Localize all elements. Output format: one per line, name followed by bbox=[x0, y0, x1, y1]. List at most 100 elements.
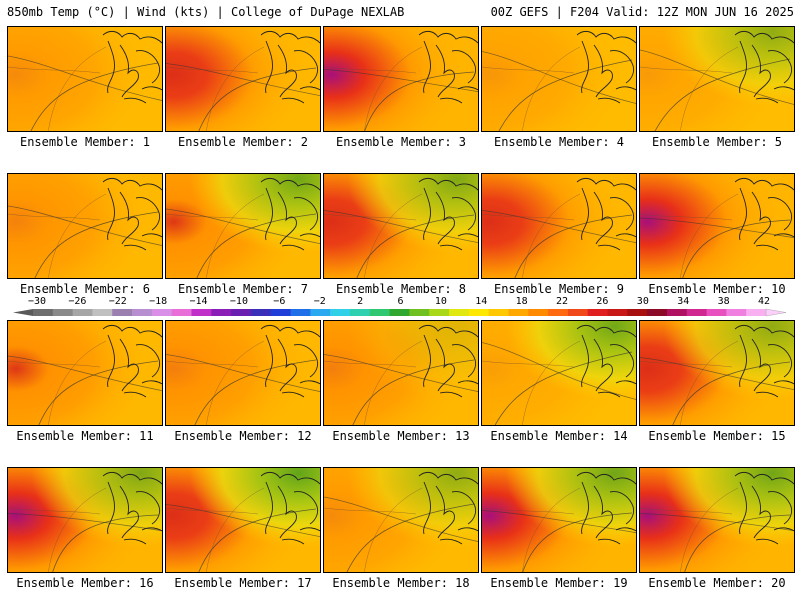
height-contour bbox=[198, 508, 317, 572]
height-contour bbox=[324, 496, 478, 542]
height-contour bbox=[30, 62, 159, 131]
ensemble-member-map bbox=[481, 173, 637, 279]
great-lakes-outline bbox=[260, 30, 320, 104]
state-border bbox=[48, 340, 107, 425]
height-contour bbox=[166, 354, 320, 392]
ensemble-member-map bbox=[323, 320, 479, 426]
ensemble-member-label: Ensemble Member: 4 bbox=[493, 135, 625, 149]
ensemble-member-map bbox=[165, 26, 321, 132]
state-border bbox=[324, 66, 417, 74]
state-border bbox=[482, 66, 575, 74]
ensemble-member-map bbox=[7, 320, 163, 426]
ensemble-member-map bbox=[7, 26, 163, 132]
ensemble-member-label: Ensemble Member: 19 bbox=[490, 576, 628, 590]
temperature-field bbox=[8, 27, 162, 131]
state-border bbox=[680, 340, 739, 425]
colorbar-swatch bbox=[726, 309, 747, 316]
header-title: 850mb Temp (°C) | Wind (kts) | College o… bbox=[7, 5, 405, 19]
colorbar-swatch bbox=[449, 309, 470, 316]
colorbar-tick-label: 34 bbox=[677, 296, 690, 307]
height-contour bbox=[324, 354, 478, 392]
height-contour bbox=[34, 211, 159, 278]
colorbar-swatch bbox=[52, 309, 74, 316]
temperature-colorbar bbox=[13, 308, 787, 317]
colorbar-swatch bbox=[468, 309, 490, 316]
colorbar-swatch bbox=[528, 309, 549, 316]
ensemble-member-label: Ensemble Member: 7 bbox=[177, 282, 309, 296]
colorbar-tick-label: −26 bbox=[68, 296, 87, 307]
temperature-field bbox=[166, 27, 320, 131]
height-contour bbox=[324, 210, 478, 244]
temperature-field bbox=[324, 27, 478, 131]
ensemble-member-label: Ensemble Member: 3 bbox=[335, 135, 467, 149]
colorbar-swatch bbox=[132, 309, 153, 316]
temperature-field bbox=[482, 468, 636, 572]
state-border bbox=[324, 360, 417, 368]
great-lakes-outline bbox=[734, 30, 794, 104]
state-border bbox=[640, 360, 733, 368]
ensemble-member-map bbox=[639, 320, 795, 426]
height-contour bbox=[8, 205, 162, 246]
state-border bbox=[8, 360, 101, 368]
great-lakes-outline bbox=[102, 324, 162, 398]
great-lakes-outline bbox=[260, 324, 320, 398]
temperature-field bbox=[166, 321, 320, 425]
colorbar-max-arrow bbox=[765, 308, 787, 317]
state-border bbox=[324, 213, 417, 221]
state-border bbox=[482, 360, 575, 368]
temperature-field bbox=[8, 174, 162, 278]
state-border bbox=[324, 507, 417, 515]
height-contour bbox=[498, 59, 633, 131]
colorbar-tick-label: 10 bbox=[434, 296, 447, 307]
great-lakes-outline bbox=[260, 471, 320, 545]
colorbar-swatch bbox=[33, 309, 54, 316]
temperature-field bbox=[482, 174, 636, 278]
colorbar-tick-label: 2 bbox=[357, 296, 364, 307]
height-contour bbox=[684, 514, 791, 572]
header-valid-time: 00Z GEFS | F204 Valid: 12Z MON JUN 16 20… bbox=[490, 5, 794, 19]
great-lakes-outline bbox=[734, 177, 794, 251]
great-lakes-outline bbox=[576, 177, 636, 251]
ensemble-member-map bbox=[481, 26, 637, 132]
ensemble-member-label: Ensemble Member: 20 bbox=[648, 576, 786, 590]
ensemble-member-label: Ensemble Member: 12 bbox=[174, 429, 312, 443]
state-border bbox=[640, 507, 733, 515]
great-lakes-outline bbox=[576, 30, 636, 104]
great-lakes-outline bbox=[418, 471, 478, 545]
ensemble-member-map bbox=[639, 173, 795, 279]
height-contour bbox=[654, 58, 791, 131]
ensemble-member-label: Ensemble Member: 13 bbox=[332, 429, 470, 443]
temperature-field bbox=[166, 468, 320, 572]
state-border bbox=[48, 487, 107, 572]
colorbar-swatch bbox=[548, 309, 569, 316]
height-contour bbox=[38, 360, 159, 425]
ensemble-member-map bbox=[639, 467, 795, 573]
great-lakes-outline bbox=[102, 177, 162, 251]
colorbar-swatch bbox=[171, 309, 192, 316]
temperature-field bbox=[640, 321, 794, 425]
great-lakes-outline bbox=[418, 177, 478, 251]
colorbar-swatch bbox=[211, 309, 232, 316]
state-border bbox=[166, 507, 259, 515]
ensemble-member-map bbox=[7, 467, 163, 573]
height-contour bbox=[640, 513, 794, 532]
colorbar-swatch bbox=[290, 309, 311, 316]
colorbar-swatch bbox=[409, 309, 430, 316]
colorbar-swatch bbox=[686, 309, 708, 316]
state-border bbox=[8, 66, 101, 74]
height-contour bbox=[672, 361, 791, 425]
colorbar-tick-label: −2 bbox=[313, 296, 326, 307]
ensemble-member-map bbox=[323, 173, 479, 279]
colorbar-tick-label: 14 bbox=[475, 296, 488, 307]
colorbar-swatch bbox=[666, 309, 688, 316]
height-contour bbox=[196, 213, 317, 278]
ensemble-member-map bbox=[7, 173, 163, 279]
temperature-field bbox=[324, 468, 478, 572]
colorbar-tick-label: 26 bbox=[596, 296, 609, 307]
great-lakes-outline bbox=[102, 30, 162, 104]
colorbar-tick-label: 6 bbox=[397, 296, 404, 307]
ensemble-member-map bbox=[165, 320, 321, 426]
height-contour bbox=[364, 71, 475, 131]
state-border bbox=[482, 213, 575, 221]
colorbar-swatch bbox=[429, 309, 450, 316]
